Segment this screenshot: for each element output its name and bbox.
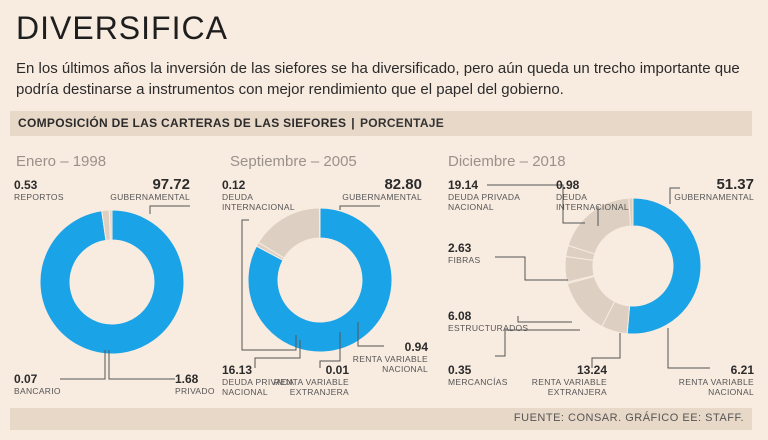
chart-title: Septiembre – 2005 [230, 153, 357, 170]
data-label-value: 0.12 [222, 178, 246, 192]
data-label-category: DEUDA [556, 192, 587, 202]
page-title: DIVERSIFICA [16, 10, 228, 46]
chart-title: Enero – 1998 [16, 153, 106, 170]
data-label-value: 0.94 [405, 340, 429, 354]
data-label-category: RENTA VARIABLE [353, 354, 428, 364]
data-label-category: EXTRANJERA [548, 387, 607, 397]
data-label-value: 19.14 [448, 178, 478, 192]
data-label-category: REPORTOS [14, 192, 64, 202]
section-title: COMPOSICIÓN DE LAS CARTERAS DE LAS SIEFO… [18, 116, 347, 130]
data-label-category: DEUDA PRIVADA [448, 192, 520, 202]
section-title-wrap: COMPOSICIÓN DE LAS CARTERAS DE LAS SIEFO… [18, 116, 444, 130]
data-label-category: INTERNACIONAL [556, 202, 629, 212]
leader-line [319, 332, 341, 368]
data-label-value: 0.07 [14, 372, 38, 386]
leader-line [357, 322, 384, 347]
source-credit: FUENTE: CONSAR. GRÁFICO EE: STAFF. [513, 412, 744, 424]
chart-title: Diciembre – 2018 [448, 153, 566, 170]
data-label-value: 0.53 [14, 178, 38, 192]
data-label-category: NACIONAL [382, 364, 428, 374]
footer-bar: FUENTE: CONSAR. GRÁFICO EE: STAFF. [10, 408, 752, 430]
donut-slice [247, 207, 393, 353]
leader-line [254, 340, 301, 368]
data-label-category: DEUDA PRIVADA [222, 377, 294, 387]
leader-line [487, 184, 585, 224]
section-header: COMPOSICIÓN DE LAS CARTERAS DE LAS SIEFO… [10, 111, 752, 136]
data-label-category: GUBERNAMENTAL [674, 192, 754, 202]
data-label-category: ESTRUCTURADOS [448, 323, 528, 333]
data-label-category: NACIONAL [222, 387, 268, 397]
data-label-category: RENTA VARIABLE [274, 377, 349, 387]
leader-line [149, 205, 190, 214]
data-label-category: NACIONAL [708, 387, 754, 397]
data-label-value: 6.08 [448, 309, 472, 323]
section-separator: | [351, 116, 355, 130]
data-label-value: 2.63 [448, 241, 472, 255]
data-label-category: RENTA VARIABLE [679, 377, 754, 387]
data-label-category: PRIVADO [175, 386, 215, 396]
data-label-value: 82.80 [384, 176, 422, 193]
section-unit: PORCENTAJE [359, 116, 445, 130]
donut-chart-3: Diciembre – 201851.37GUBERNAMENTAL6.21RE… [448, 153, 754, 397]
leader-line [591, 333, 621, 368]
leader-line [669, 187, 680, 204]
leader-line [517, 316, 572, 323]
data-label-category: RENTA VARIABLE [532, 377, 607, 387]
data-label-category: GUBERNAMENTAL [342, 192, 422, 202]
data-label-value: 1.68 [175, 372, 199, 386]
donut-slice [626, 197, 702, 335]
data-label-value: 0.98 [556, 178, 580, 192]
data-label-category: MERCANCÍAS [448, 377, 508, 387]
data-label-value: 6.21 [731, 363, 755, 377]
data-label-value: 51.37 [716, 176, 754, 193]
data-label-value: 0.35 [448, 363, 472, 377]
donut-slice [318, 207, 321, 239]
donut-chart-2: Septiembre – 200582.80GUBERNAMENTAL0.94R… [222, 153, 428, 397]
data-label-category: BANCARIO [14, 386, 61, 396]
data-label-category: INTERNACIONAL [222, 202, 295, 212]
leader-line [241, 219, 297, 351]
data-label-value: 0.01 [326, 363, 350, 377]
data-label-value: 97.72 [152, 176, 190, 193]
leader-line [495, 329, 580, 357]
donut-slice [39, 209, 185, 355]
page-subtitle: En los últimos años la inversión de las … [16, 60, 740, 98]
data-label-category: FIBRAS [448, 255, 481, 265]
data-label-value: 16.13 [222, 363, 252, 377]
leader-line [495, 256, 568, 281]
data-label-category: GUBERNAMENTAL [110, 192, 190, 202]
leader-line [339, 205, 380, 210]
leader-line [60, 350, 106, 380]
donut-slice [628, 197, 634, 227]
leader-line [108, 350, 175, 380]
data-label-category: DEUDA [222, 192, 253, 202]
leader-line [667, 328, 710, 369]
data-label-category: NACIONAL [448, 202, 494, 212]
data-label-value: 13.24 [577, 363, 607, 377]
donut-slice [109, 209, 113, 241]
data-label-category: EXTRANJERA [290, 387, 349, 397]
